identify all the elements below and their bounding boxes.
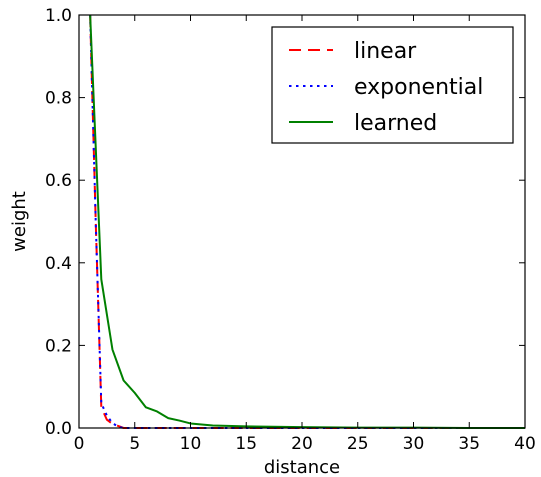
series-line-exponential [89, 14, 525, 429]
y-tick-label: 0.4 [45, 254, 72, 274]
x-tick-label: 0 [74, 434, 85, 454]
x-tick-label: 20 [291, 434, 313, 454]
x-tick-label: 25 [347, 434, 369, 454]
y-tick-label: 0.2 [45, 336, 72, 356]
legend-label: exponential [354, 75, 483, 100]
x-axis-label: distance [264, 457, 340, 477]
legend-label: linear [354, 39, 417, 64]
legend: linear exponential learned [271, 26, 514, 144]
y-tick-label: 0.8 [45, 89, 72, 109]
x-tick-label: 15 [235, 434, 257, 454]
y-tick-label: 0.0 [45, 419, 72, 439]
legend-label: learned [354, 111, 437, 136]
y-tick-label: 1.0 [45, 6, 72, 26]
ticks-layer: 0 5 10 15 20 25 30 35 40 0.0 0.2 0.4 0.6 0.8 1.0 [45, 6, 536, 454]
x-tick-label: 5 [129, 434, 140, 454]
x-tick-label: 30 [403, 434, 425, 454]
x-tick-label: 35 [458, 434, 480, 454]
y-axis-label: weight [9, 191, 30, 252]
x-tick-label: 40 [514, 434, 536, 454]
y-tick-label: 0.6 [45, 171, 72, 191]
x-tick-label: 10 [180, 434, 202, 454]
